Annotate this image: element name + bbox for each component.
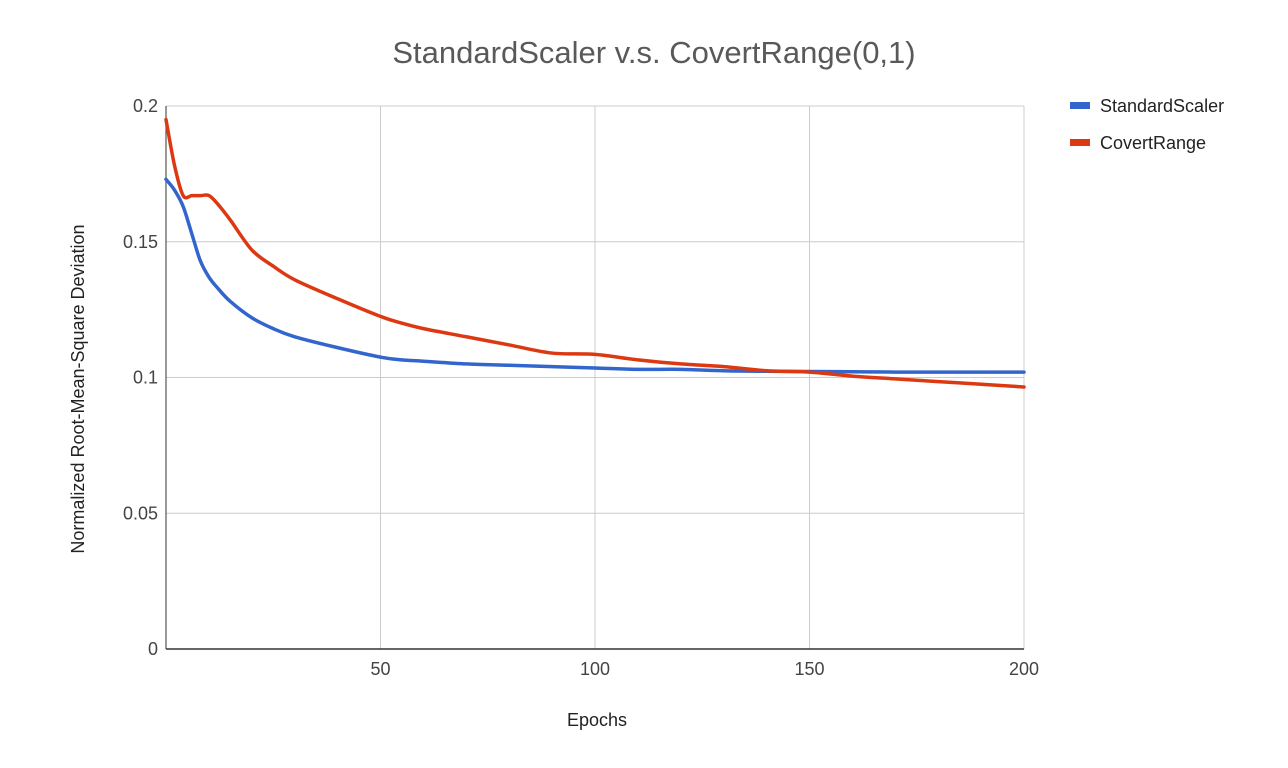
legend-label: StandardScaler [1100,96,1224,116]
y-tick-label: 0.1 [133,368,158,388]
tick-labels: 0 0.05 0.1 0.15 0.2 50 100 150 200 [123,96,1039,679]
series-line-covertrange [164,117,1026,389]
x-axis-label: Epochs [567,710,627,730]
y-tick-label: 0.05 [123,503,158,523]
y-tick-label: 0.2 [133,96,158,116]
y-axis-label: Normalized Root-Mean-Square Deviation [68,224,88,553]
legend-label: CovertRange [1100,133,1206,153]
y-tick-label: 0 [148,639,158,659]
x-tick-label: 200 [1009,659,1039,679]
y-tick-label: 0.15 [123,232,158,252]
x-tick-label: 150 [794,659,824,679]
chart-title: StandardScaler v.s. CovertRange(0,1) [392,35,915,70]
legend-swatch [1070,139,1090,146]
grid-lines [166,105,1025,649]
series-lines [164,117,1026,389]
x-tick-label: 50 [370,659,390,679]
legend-swatch [1070,102,1090,109]
legend: StandardScaler CovertRange [1070,96,1224,153]
axes [165,106,1024,650]
x-tick-label: 100 [580,659,610,679]
